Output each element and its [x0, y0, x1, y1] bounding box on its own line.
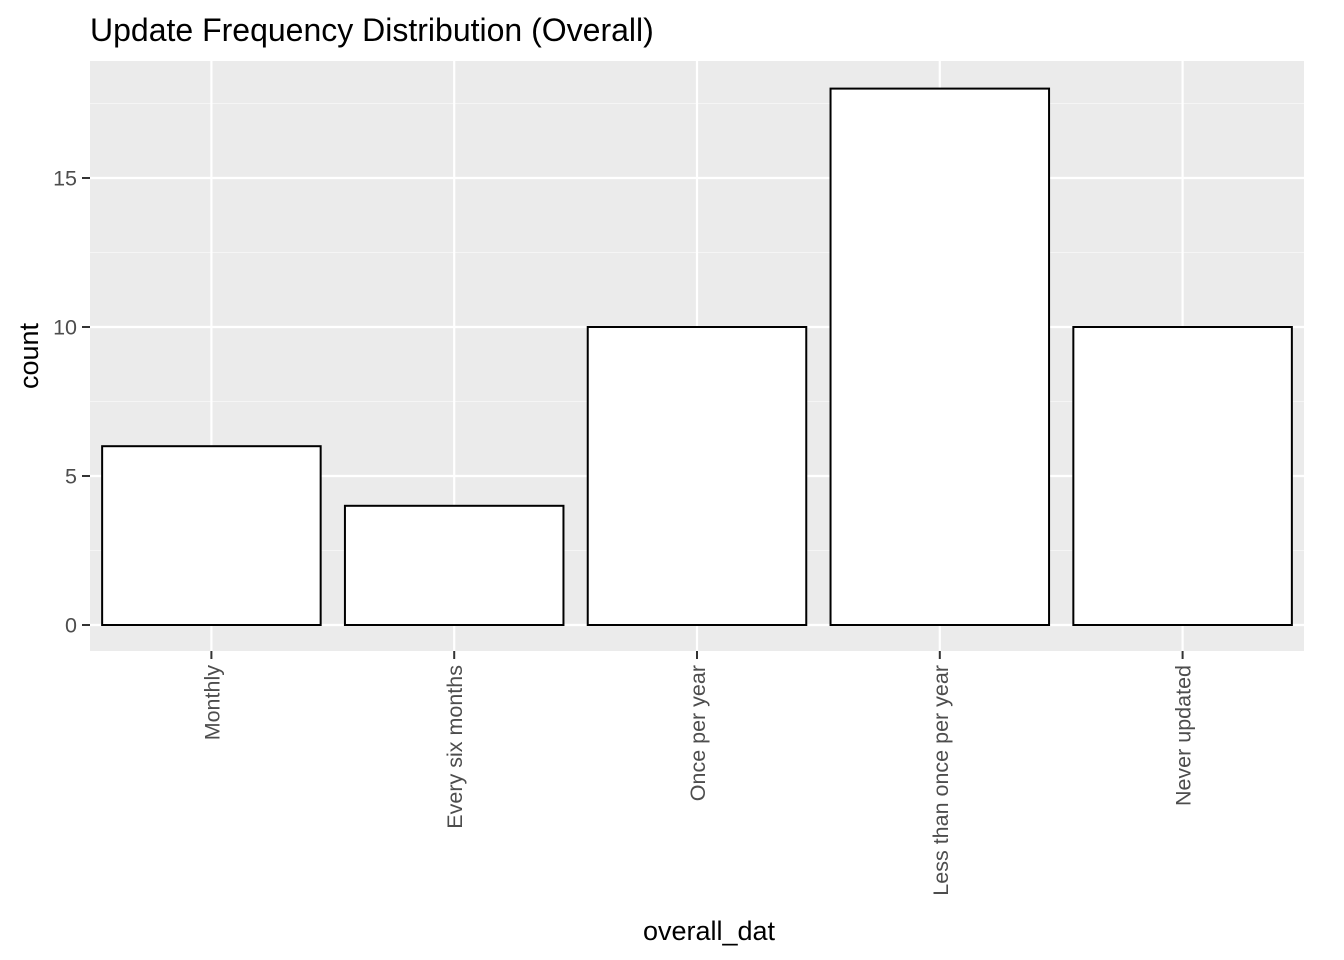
bar-less-than-once-per-year [829, 87, 1051, 627]
y-tick-label: 15 [53, 167, 77, 191]
bar-every-six-months [343, 504, 565, 626]
bar-never-updated [1072, 326, 1293, 626]
chart-title: Update Frequency Distribution (Overall) [90, 12, 654, 48]
bars-group [101, 87, 1293, 627]
y-tick-label: 0 [65, 614, 77, 638]
x-tick-label: Once per year [686, 665, 710, 801]
y-axis: 0 5 10 15 [53, 167, 90, 638]
x-tick-label: Monthly [200, 665, 224, 741]
x-tick-label: Less than once per year [929, 665, 953, 896]
y-tick-label: 5 [65, 465, 77, 489]
bar-monthly [101, 445, 322, 627]
x-tick-label: Every six months [443, 665, 467, 829]
x-axis-title: overall_dat [643, 916, 776, 946]
x-tick-label: Never updated [1172, 665, 1196, 806]
y-tick-label: 10 [53, 316, 77, 340]
y-axis-title: count [14, 322, 44, 389]
bar-once-per-year [586, 326, 808, 626]
x-axis: Monthly Every six months Once per year Less… [200, 651, 1196, 896]
